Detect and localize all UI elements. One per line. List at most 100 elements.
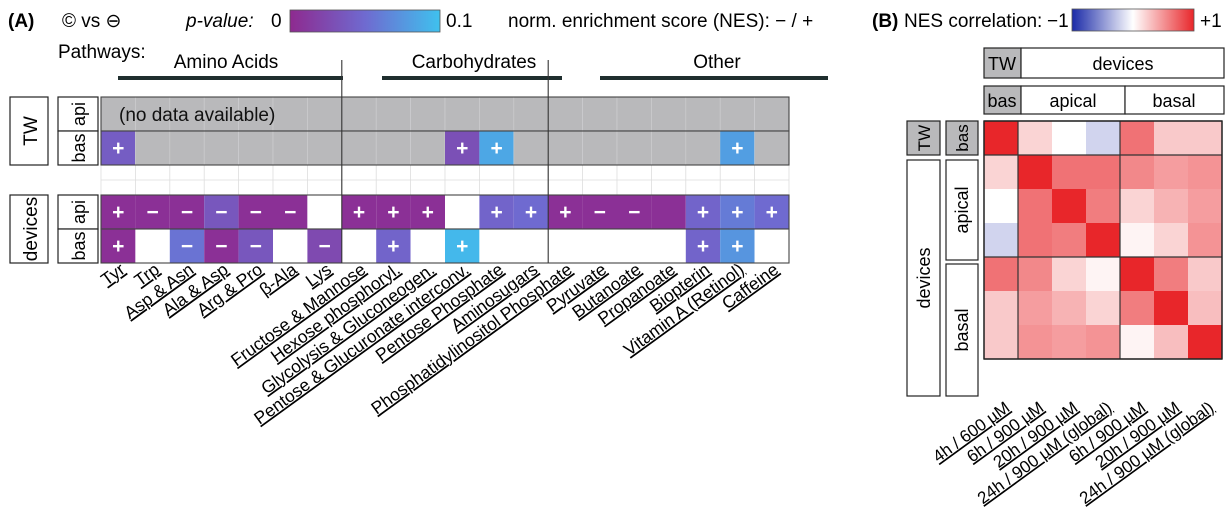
heatmap-a-cell bbox=[479, 229, 514, 263]
heatmap-a-cell bbox=[547, 130, 583, 166]
corr-cell bbox=[1154, 291, 1189, 326]
heatmap-a-cell bbox=[582, 229, 617, 263]
corr-cell bbox=[984, 121, 1019, 156]
heatmap-a-cell bbox=[169, 195, 205, 229]
row-header-apical: apical bbox=[952, 186, 972, 233]
corr-cell bbox=[1188, 325, 1223, 360]
nes-sign-label: + bbox=[731, 235, 743, 258]
corr-cell bbox=[1086, 223, 1121, 258]
nes-sign-label: − bbox=[628, 201, 640, 224]
heatmap-a-cell bbox=[204, 229, 239, 263]
heatmap-a-cell bbox=[307, 229, 342, 263]
nes-sign-label: + bbox=[387, 201, 399, 224]
col-header-tw-box bbox=[983, 47, 1022, 79]
pvalue-max-label: 0.1 bbox=[446, 11, 472, 32]
corr-cell bbox=[1018, 155, 1053, 190]
corr-cell bbox=[1120, 155, 1155, 190]
row-group-box-devices bbox=[9, 194, 49, 264]
corr-cell bbox=[1052, 325, 1087, 360]
heatmap-a-cell bbox=[479, 131, 514, 165]
corr-cell bbox=[1018, 223, 1053, 258]
col-header-apical: apical bbox=[1049, 91, 1096, 111]
heatmap-a-cell bbox=[548, 229, 583, 263]
heatmap-a: + + + ++ − − − − − + + + + + + − − + + ++ − − − − + + + +(no data a… bbox=[100, 60, 790, 264]
heatmap-a-cell bbox=[513, 195, 549, 229]
heatmap-a-cell bbox=[445, 131, 480, 165]
corr-cell bbox=[1120, 189, 1155, 224]
corr-cell bbox=[1120, 121, 1155, 156]
nes-sign-label: + bbox=[456, 235, 468, 258]
heatmap-a-cell bbox=[101, 195, 136, 229]
corr-cell bbox=[984, 155, 1019, 190]
corr-cell bbox=[1018, 189, 1053, 224]
nes-legend-label: norm. enrichment score (NES): − / + bbox=[508, 11, 813, 32]
heatmap-a-cell bbox=[307, 195, 342, 229]
row-header-basal-box bbox=[945, 263, 979, 397]
pvalue-min-label: 0 bbox=[271, 11, 282, 32]
heatmap-a-cell bbox=[238, 195, 273, 229]
heatmap-a-cell bbox=[169, 229, 205, 263]
nes-sign-label: + bbox=[766, 201, 778, 224]
heatmap-a-cell bbox=[548, 195, 583, 229]
col-header-devices: devices bbox=[1092, 54, 1153, 74]
heatmap-a-cell bbox=[376, 229, 411, 263]
corr-cell bbox=[1018, 257, 1053, 292]
heatmap-a-cell bbox=[444, 96, 480, 132]
row-header-tw-box bbox=[906, 120, 941, 156]
nes-sign-label: + bbox=[112, 235, 124, 258]
nes-sign-label: − bbox=[284, 201, 296, 224]
heatmap-a-cell bbox=[238, 130, 274, 166]
nes-sign-label: + bbox=[490, 137, 502, 160]
heatmap-a-cell bbox=[754, 195, 789, 229]
nes-sign-label: + bbox=[422, 201, 434, 224]
heatmap-a-cell bbox=[651, 229, 686, 263]
corr-cell bbox=[984, 325, 1019, 360]
corr-cell bbox=[1188, 121, 1223, 156]
heatmap-a-cell bbox=[135, 130, 171, 166]
corr-cell bbox=[1154, 155, 1189, 190]
heatmap-a-cell bbox=[445, 195, 480, 229]
corr-cell bbox=[1120, 223, 1155, 258]
nes-sign-label: + bbox=[387, 235, 399, 258]
corr-colorbar bbox=[1071, 8, 1195, 32]
heatmap-a-cell bbox=[616, 96, 652, 132]
row-header-bas-box bbox=[945, 120, 979, 156]
nes-sign-label: − bbox=[215, 201, 227, 224]
nes-sign-label: + bbox=[525, 201, 537, 224]
heatmap-a-cell bbox=[101, 229, 136, 263]
heatmap-a-cell bbox=[410, 195, 445, 229]
row-header-tw: TW bbox=[915, 125, 934, 151]
heatmap-a-cell bbox=[617, 195, 652, 229]
nes-sign-label: + bbox=[490, 201, 502, 224]
row-label-box-devices-bas bbox=[57, 228, 99, 264]
corr-cell bbox=[1018, 291, 1053, 326]
corr-cell bbox=[1188, 291, 1223, 326]
nes-sign-label: + bbox=[112, 137, 124, 160]
heatmap-a-cell bbox=[685, 96, 721, 132]
corr-cell bbox=[1086, 155, 1121, 190]
heatmap-a-cell bbox=[238, 229, 273, 263]
heatmap-a-cell bbox=[307, 130, 343, 166]
heatmap-a-cell bbox=[719, 96, 755, 132]
heatmap-b bbox=[983, 120, 1223, 360]
row-header-basal: basal bbox=[952, 308, 972, 351]
nes-sign-label: − bbox=[250, 201, 262, 224]
heatmap-a-cell bbox=[445, 229, 480, 263]
heatmap-a-cell bbox=[341, 96, 377, 132]
row-group-tw: TW bbox=[21, 116, 42, 146]
corr-cell bbox=[1086, 189, 1121, 224]
heatmap-a-cell bbox=[135, 229, 170, 263]
row-label-tw-bas: bas bbox=[69, 133, 89, 162]
col-header-bas-box bbox=[983, 85, 1022, 115]
corr-cell bbox=[1086, 257, 1121, 292]
heatmap-a-cell bbox=[204, 195, 239, 229]
heatmap-a-cell bbox=[616, 130, 652, 166]
col-header-basal-box bbox=[1124, 85, 1225, 115]
row-group-box-tw bbox=[9, 96, 49, 166]
heatmap-a-cell bbox=[685, 195, 721, 229]
corr-cell bbox=[1120, 291, 1155, 326]
row-group-devices: devices bbox=[21, 197, 42, 261]
heatmap-a-cell bbox=[341, 130, 377, 166]
